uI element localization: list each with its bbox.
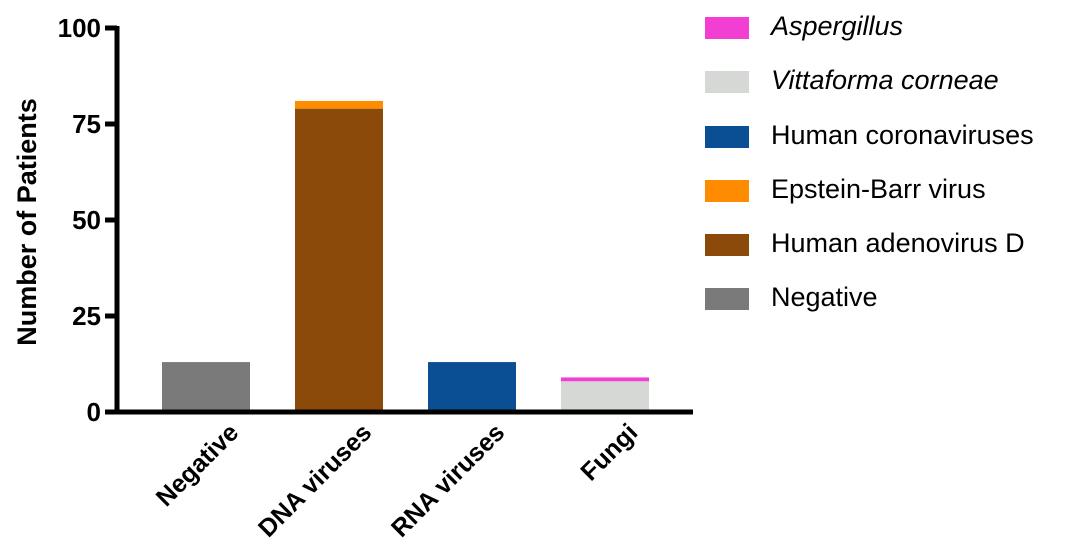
x-tick-label: DNA viruses — [253, 418, 377, 542]
x-tick-label: Fungi — [575, 418, 643, 486]
x-tick-label: Negative — [151, 418, 245, 512]
y-tick-label: 25 — [72, 301, 101, 331]
x-axis: Negative DNA viruses RNA viruses Fungi — [115, 409, 693, 543]
bar-segment — [295, 100, 383, 109]
y-tick-label: 75 — [72, 109, 101, 139]
y-tick-label: 100 — [58, 13, 101, 43]
bars — [162, 100, 649, 412]
legend-label: Human adenovirus D — [771, 228, 1025, 259]
legend-swatch — [705, 179, 749, 202]
legend-label: Human coronaviruses — [771, 119, 1034, 150]
legend-label: Aspergillus — [771, 11, 904, 41]
y-axis-label: Number of Patients — [12, 98, 42, 346]
x-tick-label: RNA viruses — [386, 418, 510, 542]
legend-swatch — [705, 288, 749, 311]
y-tick-label: 50 — [72, 205, 101, 235]
legend-swatch — [705, 125, 749, 148]
legend-label: Epstein-Barr virus — [771, 173, 986, 204]
legend-swatch — [705, 71, 749, 94]
y-axis: 0 25 50 75 100 — [58, 13, 120, 427]
legend-swatch — [705, 234, 749, 257]
legend-label: Negative — [771, 282, 878, 313]
bar-segment — [561, 377, 649, 382]
bar-segment — [561, 381, 649, 412]
legend-label: Vittaforma corneae — [771, 65, 999, 96]
bar-segment — [428, 362, 516, 412]
y-tick-label: 0 — [87, 397, 101, 427]
bar-segment — [162, 362, 250, 412]
bar-segment — [295, 108, 383, 412]
legend-swatch — [705, 17, 749, 39]
